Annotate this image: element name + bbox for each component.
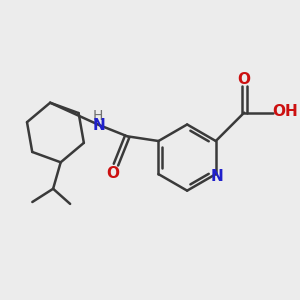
Text: H: H — [93, 110, 103, 123]
Text: O: O — [106, 166, 120, 181]
Text: N: N — [210, 169, 223, 184]
Text: O: O — [238, 72, 250, 87]
Text: N: N — [92, 118, 105, 134]
Text: OH: OH — [272, 104, 298, 119]
